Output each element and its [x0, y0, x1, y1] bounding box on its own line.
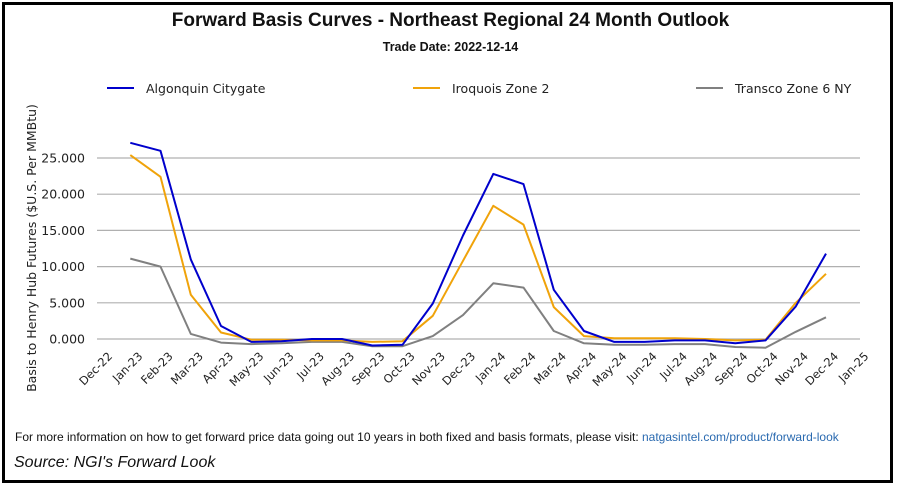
footer-note-link[interactable]: natgasintel.com/product/forward-look — [642, 430, 839, 444]
legend-swatch-iroquois — [413, 87, 440, 89]
y-tick-label: 25.000 — [41, 151, 85, 166]
legend-label-algonquin: Algonquin Citygate — [146, 80, 266, 96]
chart-frame — [2, 2, 893, 483]
series-line-iroquois-zone-2 — [129, 154, 827, 343]
footer-note: For more information on how to get forwa… — [15, 430, 839, 444]
x-tick-label: Feb-23 — [138, 349, 176, 387]
x-tick-label: Sep-23 — [349, 349, 388, 388]
y-tick-label: 5.000 — [49, 295, 85, 310]
y-axis-label: Basis to Henry Hub Futures ($U.S. Per MM… — [24, 104, 39, 392]
x-tick-label: Mar-23 — [168, 349, 206, 387]
legend-swatch-transco — [696, 87, 723, 89]
x-tick-label: May-24 — [590, 349, 630, 389]
chart-title: Forward Basis Curves - Northeast Regiona… — [171, 10, 730, 31]
gridlines — [97, 157, 860, 340]
x-tick-label: Dec-23 — [439, 349, 478, 388]
series-line-transco-zone-6-ny — [130, 257, 827, 349]
x-tick-label: Aug-23 — [318, 349, 357, 388]
y-tick-label: 15.000 — [41, 223, 85, 238]
x-tick-label: Mar-24 — [531, 349, 569, 387]
x-tick-label: Sep-24 — [712, 349, 751, 388]
chart-subtitle: Trade Date: 2022-12-14 — [382, 40, 519, 54]
legend-item-algonquin: Algonquin Citygate — [107, 80, 265, 96]
y-tick-label: 10.000 — [41, 259, 85, 274]
series-line-algonquin-citygate — [130, 141, 827, 347]
x-tick-label: Jan-23 — [109, 349, 145, 385]
legend-swatch-algonquin — [107, 87, 134, 89]
legend-label-iroquois: Iroquois Zone 2 — [452, 80, 550, 96]
x-tick-label: Aug-24 — [681, 349, 720, 388]
legend-item-iroquois: Iroquois Zone 2 — [413, 80, 549, 96]
y-tick-label: 20.000 — [41, 187, 85, 202]
x-tick-labels: Dec-22Jan-23Feb-23Mar-23Apr-23May-23Jun-… — [76, 349, 871, 389]
x-tick-label: Feb-24 — [501, 349, 539, 387]
x-tick-label: Jun-24 — [623, 349, 660, 386]
footer-note-text: For more information on how to get forwa… — [15, 430, 642, 444]
y-tick-labels: 0.000 5.000 10.000 15.000 20.000 25.000 — [41, 151, 85, 347]
x-tick-label: May-23 — [227, 349, 267, 389]
x-tick-label: Jan-24 — [472, 349, 508, 385]
x-tick-label: Jan-25 — [835, 349, 871, 385]
y-tick-label: 0.000 — [49, 332, 85, 347]
source-caption: Source: NGI's Forward Look — [14, 454, 216, 471]
legend-label-transco: Transco Zone 6 NY — [735, 80, 852, 96]
x-tick-label: Jun-23 — [260, 349, 297, 386]
x-tick-label: Dec-22 — [76, 349, 115, 388]
x-tick-label: Dec-24 — [802, 349, 841, 388]
series-lines — [129, 141, 827, 349]
legend-item-transco: Transco Zone 6 NY — [696, 80, 851, 96]
